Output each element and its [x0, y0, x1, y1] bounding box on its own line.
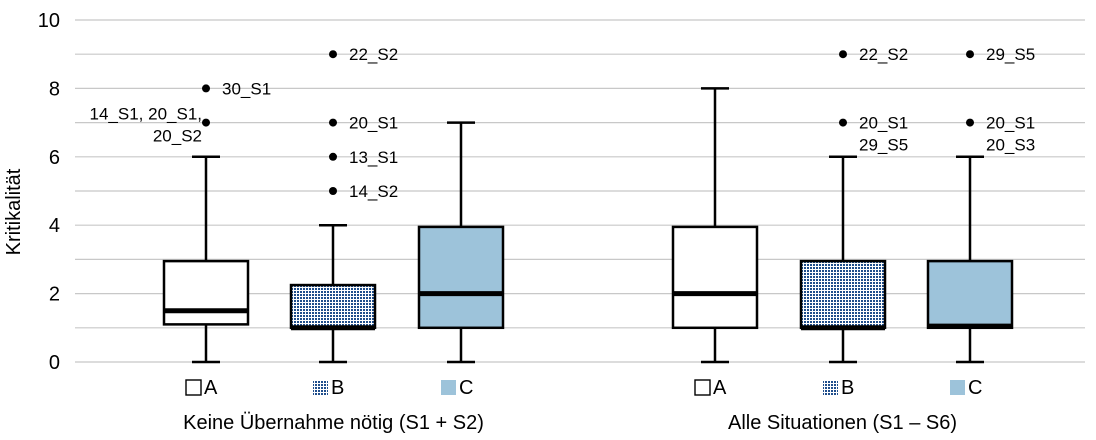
box-iqr: [289, 283, 377, 330]
outlier-point: [202, 118, 210, 127]
box-iqr: [926, 259, 1014, 330]
category-label-B: B: [331, 377, 344, 399]
outlier-label: 29_S5: [986, 45, 1035, 64]
category-marker-C: [441, 380, 456, 395]
box-C: 29_S5 20_S1 20_S3: [926, 45, 1035, 364]
box-B: 22_S2 20_S1 13_S1 14_S2: [289, 45, 398, 364]
outlier-label: 20_S1: [986, 114, 1035, 133]
box-B: 22_S2 20_S1 29_S5: [799, 45, 908, 364]
box-iqr: [417, 225, 505, 330]
boxes: 30_S1 14_S1, 20_S1, 20_S2 22_S2 20_S1 13_S1 14…: [90, 45, 1035, 364]
outlier-point: [839, 50, 847, 59]
y-tick-label: 2: [49, 284, 60, 306]
box-iqr: [162, 259, 250, 326]
outlier-label: 20_S1: [859, 114, 908, 133]
outlier-label: 30_S1: [222, 79, 271, 98]
outlier-label: 14_S2: [349, 182, 398, 201]
box-A: 30_S1 14_S1, 20_S1, 20_S2: [90, 79, 271, 364]
outlier-point: [202, 84, 210, 93]
y-tick-label: 0: [49, 352, 60, 374]
y-axis: 0 2 4 6 8 10: [38, 10, 60, 374]
outlier-point: [329, 50, 337, 59]
y-tick-label: 6: [49, 147, 60, 169]
outlier-label: 20_S1: [349, 114, 398, 133]
category-marker-C: [950, 380, 965, 395]
outlier-label: 20_S2: [153, 127, 202, 146]
outlier-point: [966, 118, 974, 127]
box-iqr: [671, 225, 759, 330]
outlier-label: 13_S1: [349, 148, 398, 167]
outlier-point: [329, 152, 337, 161]
category-label-A: A: [713, 377, 727, 399]
category-label-C: C: [459, 377, 473, 399]
category-label-C: C: [968, 377, 982, 399]
y-tick-label: 8: [49, 78, 60, 100]
category-marker-A: [185, 379, 202, 396]
y-tick-label: 4: [49, 215, 60, 237]
category-marker-B: [823, 380, 838, 395]
outlier-label: 20_S3: [986, 136, 1035, 155]
outlier-point: [839, 118, 847, 127]
outlier-label: 29_S5: [859, 136, 908, 155]
x-axis-categories: A B C Keine Übernahme nötig (S1 + S2) A B C All…: [183, 377, 982, 434]
outlier-point: [329, 118, 337, 127]
outlier-label: 22_S2: [349, 45, 398, 64]
outlier-label: 14_S1, 20_S1,: [90, 105, 202, 124]
group-label: Keine Übernahme nötig (S1 + S2): [183, 412, 484, 434]
outlier-label: 22_S2: [859, 45, 908, 64]
y-axis-label: Kritikalität: [3, 168, 25, 255]
y-tick-label: 10: [38, 10, 60, 32]
category-marker-A: [694, 379, 711, 396]
outlier-point: [966, 50, 974, 59]
category-label-A: A: [204, 377, 218, 399]
category-marker-B: [313, 380, 328, 395]
group-label: Alle Situationen (S1 – S6): [728, 412, 957, 434]
box-A: [671, 87, 759, 364]
category-label-B: B: [841, 377, 854, 399]
outlier-point: [329, 187, 337, 195]
box-iqr: [799, 259, 887, 330]
box-C: [417, 121, 505, 364]
